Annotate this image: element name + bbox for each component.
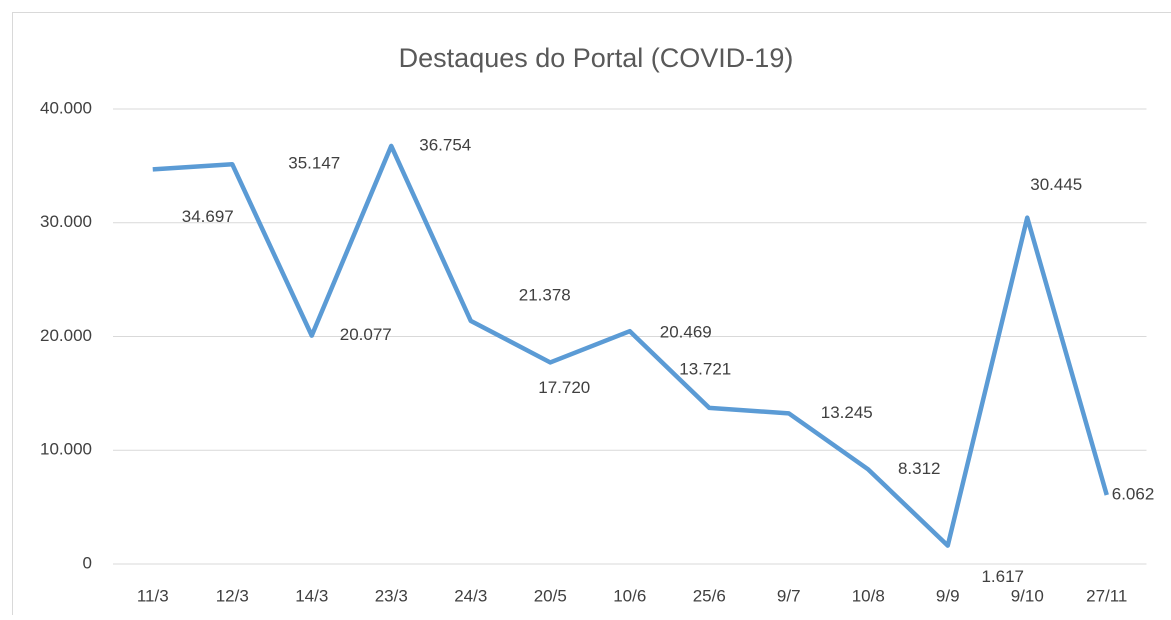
data-label: 36.754 — [419, 135, 471, 154]
x-tick-label: 9/10 — [1011, 586, 1044, 605]
x-tick-label: 11/3 — [137, 586, 169, 605]
y-tick-label: 0 — [83, 553, 92, 572]
data-label: 13.721 — [679, 359, 731, 378]
data-label: 6.062 — [1112, 485, 1155, 504]
x-tick-label: 9/9 — [936, 586, 960, 605]
data-label: 35.147 — [288, 154, 340, 173]
x-tick-label: 10/8 — [852, 586, 885, 605]
x-tick-label: 20/5 — [534, 586, 567, 605]
x-tick-label: 27/11 — [1086, 586, 1127, 605]
data-label: 20.077 — [340, 325, 392, 344]
data-label: 21.378 — [519, 285, 571, 304]
x-tick-label: 23/3 — [375, 586, 408, 605]
data-label: 8.312 — [898, 459, 941, 478]
data-label: 20.469 — [660, 323, 712, 342]
y-tick-label: 20.000 — [40, 326, 92, 345]
chart-border — [13, 13, 1171, 616]
data-label: 1.617 — [981, 567, 1024, 586]
data-label: 34.697 — [182, 207, 234, 226]
y-tick-label: 10.000 — [40, 440, 92, 459]
data-label: 17.720 — [538, 378, 590, 397]
chart-title: Destaques do Portal (COVID-19) — [399, 43, 794, 73]
x-tick-label: 24/3 — [454, 586, 487, 605]
x-tick-label: 14/3 — [295, 586, 328, 605]
data-label: 13.245 — [821, 403, 873, 422]
x-tick-label: 10/6 — [613, 586, 646, 605]
x-tick-label: 25/6 — [693, 586, 726, 605]
y-tick-label: 40.000 — [40, 98, 92, 117]
data-label: 30.445 — [1030, 175, 1082, 194]
y-tick-label: 30.000 — [40, 212, 92, 231]
data-line — [153, 146, 1107, 546]
x-tick-label: 12/3 — [216, 586, 249, 605]
x-tick-label: 9/7 — [777, 586, 801, 605]
